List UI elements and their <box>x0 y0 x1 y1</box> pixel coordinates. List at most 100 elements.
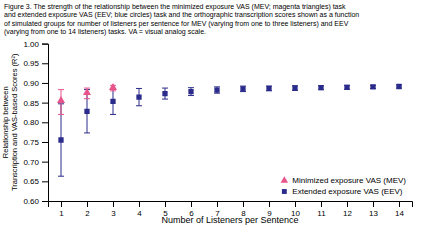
point <box>84 109 89 114</box>
series <box>58 84 402 176</box>
error-cap-low <box>84 132 90 133</box>
x-axis-tick-mark <box>399 201 400 207</box>
y-axis-tick-label: 0.70 <box>23 158 39 167</box>
error-cap-low <box>214 93 220 94</box>
x-axis-tick-mark <box>165 201 166 207</box>
y-axis-tick: 1.00 <box>23 40 48 49</box>
error-cap-high <box>214 86 220 87</box>
y-axis-tick-label: 0.80 <box>23 118 39 127</box>
x-axis-tick-label: 12 <box>343 209 352 218</box>
chart: Figure 3. The strength of the relationsh… <box>0 0 422 227</box>
point <box>240 86 245 91</box>
error-cap-high <box>58 89 64 90</box>
x-axis-tick: 1 <box>59 201 64 218</box>
x-axis-tick-label: 4 <box>137 209 142 218</box>
x-axis-tick: 13 <box>369 201 378 218</box>
y-axis-tick-mark <box>42 162 48 163</box>
error-cap-low <box>84 98 90 99</box>
x-axis-tick-label: 14 <box>395 209 404 218</box>
y-axis-tick: 0.80 <box>23 118 48 127</box>
x-axis-tick-label: 2 <box>85 209 90 218</box>
y-axis: 0.60 0.65 0.70 0.75 0.80 0.85 0.90 0.95 1.00 <box>23 40 48 206</box>
y-axis-tick: 0.60 <box>23 197 48 206</box>
point <box>370 84 375 89</box>
series <box>57 83 117 114</box>
x-axis-tick: 4 <box>137 201 142 218</box>
y-axis-tick-label: 0.85 <box>23 99 39 108</box>
marks <box>57 83 402 176</box>
y-axis-tick-label: 0.75 <box>23 138 39 147</box>
y-axis-tick-label: 0.95 <box>23 59 39 68</box>
y-axis-title: Relationship betweenTranscription and VA… <box>1 53 19 191</box>
x-axis-tick: 12 <box>343 201 352 218</box>
x-axis-tick-mark <box>113 201 114 207</box>
x-axis-title: Number of Listeners per Sentence <box>161 215 298 225</box>
y-axis-tick: 0.65 <box>23 177 48 186</box>
y-axis-tick-mark <box>42 201 48 202</box>
x-axis-tick: 14 <box>395 201 404 218</box>
legend-label: Extended exposure VAS (EEV) <box>292 187 402 196</box>
legend: Minimized exposure VAS (MEV) Extended exp… <box>281 176 407 196</box>
x-axis-tick-label: 1 <box>59 209 64 218</box>
point <box>266 86 271 91</box>
title-text: Figure 3. The strength of the relationsh… <box>4 3 359 36</box>
error-cap-low <box>58 114 64 115</box>
y-axis-tick-mark <box>42 181 48 182</box>
x-axis-tick-mark <box>243 201 244 207</box>
y-axis-title-line: Transcription and VAS-based Scores (R²) <box>10 53 19 191</box>
y-axis-tick: 0.75 <box>23 138 48 147</box>
y-axis-tick-mark <box>42 63 48 64</box>
y-axis-tick-mark <box>42 103 48 104</box>
x-axis-tick-label: 13 <box>369 209 378 218</box>
error-cap-low <box>188 95 194 96</box>
x-axis-tick-mark <box>87 201 88 207</box>
legend-label: Minimized exposure VAS (MEV) <box>292 176 406 185</box>
y-axis-tick: 0.70 <box>23 158 48 167</box>
title-line: Figure 3. The strength of the relationsh… <box>4 3 346 11</box>
y-axis-tick-mark <box>42 122 48 123</box>
point <box>188 89 193 94</box>
y-axis-tick-mark <box>42 83 48 84</box>
error-cap-low <box>162 99 168 100</box>
point <box>292 85 297 90</box>
title-line: of simulated groups for number of listen… <box>4 20 349 28</box>
x-axis-tick: 11 <box>317 201 326 218</box>
point <box>109 83 117 90</box>
x-axis-tick-label: 3 <box>111 209 116 218</box>
y-axis-tick-label: 0.60 <box>23 197 39 206</box>
error-cap-low <box>136 105 142 106</box>
error-cap-low <box>110 114 116 115</box>
x-axis-tick-mark <box>347 201 348 207</box>
x-axis-tick: 2 <box>85 201 90 218</box>
point <box>396 84 401 89</box>
title-line: and extended exposure VAS (EEV; blue cir… <box>4 11 359 19</box>
x-axis-tick-mark <box>321 201 322 207</box>
point <box>214 87 219 92</box>
y-axis-tick-label: 0.90 <box>23 79 39 88</box>
x-axis-tick: 3 <box>111 201 116 218</box>
x-axis-tick-mark <box>139 201 140 207</box>
y-axis-tick-label: 0.65 <box>23 177 39 186</box>
point <box>136 94 141 99</box>
point <box>162 91 167 96</box>
y-axis-tick: 0.95 <box>23 59 48 68</box>
plot: 12345678910111213140.600.650.700.750.800… <box>23 40 412 218</box>
legend-symbol <box>281 176 288 182</box>
error-cap-low <box>58 176 64 177</box>
title: Figure 3. The strength of the relationsh… <box>4 3 359 36</box>
y-axis-line <box>42 44 49 201</box>
error-cap-high <box>162 88 168 89</box>
x-axis-tick-mark <box>373 201 374 207</box>
error-cap-low <box>110 90 116 91</box>
y-axis-tick-mark <box>42 142 48 143</box>
x-axis-tick-mark <box>191 201 192 207</box>
point <box>344 85 349 90</box>
point <box>58 137 63 142</box>
y-axis-title-line: Relationship between <box>1 86 10 158</box>
title-line: (varying from one to 14 listeners) tasks… <box>4 28 206 36</box>
legend-item: Minimized exposure VAS (MEV) <box>281 176 407 185</box>
point <box>83 88 91 95</box>
y-axis-tick-mark <box>42 44 48 45</box>
x-axis-tick-mark <box>269 201 270 207</box>
point <box>318 85 323 90</box>
